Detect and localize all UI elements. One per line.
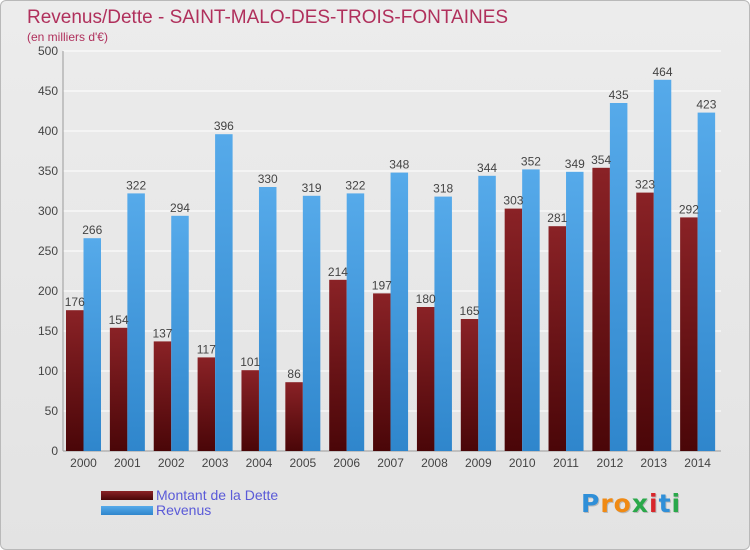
x-tick-label: 2008 (421, 456, 448, 470)
x-tick-label: 2002 (158, 456, 185, 470)
x-tick-label: 2010 (509, 456, 536, 470)
y-tick-label: 300 (38, 204, 58, 218)
x-tick-label: 2014 (684, 456, 711, 470)
x-tick-label: 2005 (289, 456, 316, 470)
x-tick-label: 2013 (640, 456, 667, 470)
bar-dette (504, 208, 523, 451)
bar-revenus (215, 134, 233, 451)
legend-swatch-dette (101, 491, 153, 500)
legend-label-revenus: Revenus (156, 502, 212, 518)
data-label-revenus: 435 (609, 88, 629, 102)
bar-dette (416, 307, 435, 451)
legend-label-dette: Montant de la Dette (156, 487, 279, 503)
y-tick-label: 50 (45, 404, 59, 418)
data-label-dette: 292 (679, 202, 699, 216)
data-label-revenus: 322 (345, 178, 365, 192)
data-label-dette: 137 (152, 326, 172, 340)
chart-title: Revenus/Dette - SAINT-MALO-DES-TROIS-FON… (27, 7, 509, 28)
bar-dette (153, 341, 172, 451)
data-label-dette: 86 (287, 367, 301, 381)
x-tick-label: 2007 (377, 456, 404, 470)
x-tick-label: 2004 (246, 456, 273, 470)
bar-dette (285, 382, 303, 451)
y-tick-label: 500 (38, 44, 58, 58)
data-label-revenus: 423 (696, 98, 716, 112)
data-label-dette: 154 (109, 313, 129, 327)
bar-dette (66, 310, 84, 451)
y-tick-label: 0 (51, 444, 58, 458)
data-label-dette: 176 (65, 295, 85, 309)
bar-revenus (434, 196, 452, 451)
data-label-dette: 101 (240, 355, 260, 369)
data-label-dette: 354 (591, 153, 611, 167)
data-label-revenus: 318 (433, 182, 453, 196)
y-tick-label: 150 (38, 324, 58, 338)
bar-dette (373, 293, 391, 451)
bar-revenus (653, 79, 672, 452)
legend-swatch-revenus (101, 506, 153, 515)
bar-dette (241, 370, 259, 451)
bar-dette (197, 357, 216, 451)
data-label-dette: 214 (328, 265, 348, 279)
bar-dette (592, 167, 610, 452)
data-label-dette: 303 (503, 194, 523, 208)
data-label-revenus: 330 (258, 172, 278, 186)
bar-revenus (127, 193, 145, 451)
bar-revenus (697, 112, 716, 451)
bar-dette (460, 319, 479, 451)
data-label-dette: 180 (416, 292, 436, 306)
data-label-dette: 165 (460, 304, 480, 318)
y-tick-label: 250 (38, 244, 58, 258)
data-label-revenus: 352 (521, 154, 541, 168)
x-tick-label: 2009 (465, 456, 492, 470)
bar-revenus (346, 193, 365, 451)
data-label-dette: 117 (197, 342, 216, 356)
bar-dette (109, 327, 128, 451)
bar-dette (329, 279, 347, 451)
bar-dette (680, 217, 698, 451)
data-label-dette: 281 (547, 211, 567, 225)
bar-dette (636, 192, 654, 451)
bar-revenus (171, 215, 189, 451)
data-label-dette: 323 (635, 178, 655, 192)
bar-revenus (302, 195, 321, 451)
x-axis-ticks: 2000 2001 2002 2003 2004 2005 2006 2007 2008 2009… (70, 456, 711, 470)
bar-revenus (522, 169, 540, 451)
x-tick-label: 2012 (597, 456, 624, 470)
bar-revenus (566, 171, 584, 452)
data-label-revenus: 349 (565, 157, 585, 171)
y-tick-label: 200 (38, 284, 58, 298)
x-tick-label: 2003 (202, 456, 229, 470)
data-label-dette: 197 (372, 278, 392, 292)
chart-subtitle: (en milliers d'€) (27, 30, 108, 44)
x-tick-label: 2006 (333, 456, 360, 470)
y-tick-label: 350 (38, 164, 58, 178)
bar-revenus (258, 187, 277, 451)
y-tick-label: 100 (38, 364, 58, 378)
data-label-revenus: 344 (477, 161, 497, 175)
data-label-revenus: 294 (170, 201, 190, 215)
bar-dette (548, 226, 567, 451)
data-label-revenus: 322 (126, 178, 146, 192)
x-tick-label: 2001 (114, 456, 141, 470)
data-label-revenus: 348 (389, 158, 409, 172)
y-tick-label: 400 (38, 124, 58, 138)
bar-revenus (609, 103, 628, 451)
bar-revenus (83, 238, 101, 451)
data-label-revenus: 396 (214, 119, 234, 133)
bar-revenus (390, 172, 409, 451)
data-labels: 176 266 154 322 137 294 117 396 101 330 86 319 214 32… (65, 65, 717, 381)
bar-revenus (478, 175, 496, 452)
bars (66, 79, 716, 452)
y-tick-label: 450 (38, 84, 58, 98)
data-label-revenus: 266 (82, 223, 102, 237)
proxiti-logo: Proxiti (581, 489, 682, 518)
data-label-revenus: 319 (302, 181, 322, 195)
y-axis-ticks: 0 50 100 150 200 250 300 350 400 450 500 (38, 44, 58, 458)
x-tick-label: 2011 (553, 456, 579, 470)
x-tick-label: 2000 (70, 456, 97, 470)
data-label-revenus: 464 (653, 65, 673, 79)
